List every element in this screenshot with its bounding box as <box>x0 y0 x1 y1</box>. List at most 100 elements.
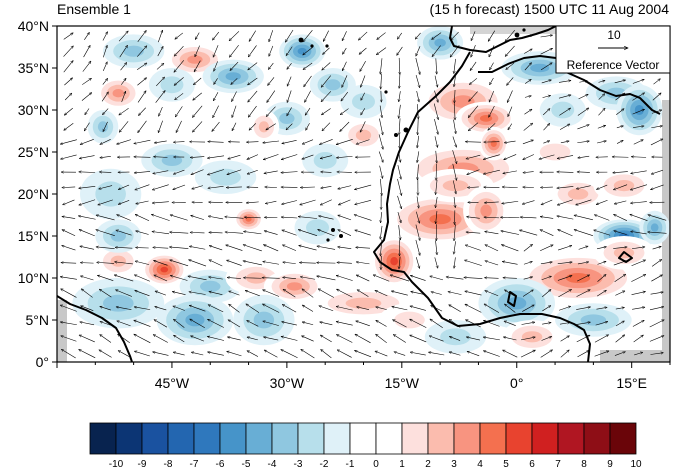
wind-arrow <box>597 141 606 144</box>
wind-arrow <box>60 305 77 312</box>
wind-arrow <box>243 231 262 235</box>
wind-arrow <box>521 337 535 341</box>
wind-arrow <box>354 215 372 221</box>
wind-arrow <box>542 289 551 298</box>
wind-arrow <box>650 292 664 295</box>
wind-arrow <box>355 199 372 204</box>
wind-arrow <box>614 200 627 204</box>
lat-tick-label: 25°N <box>18 144 49 160</box>
wind-arrow <box>360 75 366 88</box>
wind-arrow <box>99 350 112 358</box>
wind-arrow <box>466 154 481 159</box>
wind-arrow <box>634 352 643 356</box>
wind-arrow <box>227 337 241 341</box>
wind-arrow <box>558 95 571 99</box>
wind-arrow <box>595 322 608 326</box>
wind-arrow <box>173 306 185 311</box>
wind-arrow <box>118 200 130 204</box>
wind-arrow <box>282 277 296 278</box>
wind-arrow <box>340 121 350 132</box>
wind-arrow <box>560 141 569 144</box>
wind-arrow <box>169 247 189 249</box>
wind-arrow <box>102 45 107 58</box>
colorbar-bin <box>401 422 429 455</box>
anomaly-contour <box>539 143 571 161</box>
anomaly-contour <box>123 45 144 57</box>
wind-arrow <box>454 196 455 208</box>
wind-arrow <box>630 201 647 204</box>
wind-arrow <box>301 349 315 359</box>
wind-arrow <box>230 61 239 71</box>
wind-arrow <box>630 170 647 174</box>
wind-arrow <box>266 106 276 117</box>
wind-arrow <box>231 122 237 131</box>
anomaly-contour <box>279 112 295 124</box>
reference-vector-magnitude: 10 <box>607 28 621 42</box>
wind-arrow <box>194 60 201 72</box>
lat-tick-label: 5°N <box>26 312 50 328</box>
wind-arrow <box>560 350 570 358</box>
wind-arrow <box>410 275 426 281</box>
wind-arrow <box>192 105 203 118</box>
anomaly-contour <box>225 72 241 81</box>
wind-arrow <box>598 80 606 83</box>
wind-arrow <box>632 307 645 310</box>
wind-arrow <box>381 73 382 90</box>
wind-arrow <box>616 109 624 116</box>
wind-arrow <box>248 105 257 117</box>
wind-arrow <box>613 247 627 249</box>
anomaly-contour <box>97 121 109 133</box>
wind-arrow <box>302 305 314 312</box>
anomaly-contour <box>565 272 591 284</box>
wind-arrow <box>173 142 185 143</box>
wind-arrow <box>429 336 444 342</box>
anomaly-contour <box>187 55 203 64</box>
wind-arrow <box>135 261 150 265</box>
anomaly-contour <box>429 214 451 225</box>
wind-arrow <box>190 319 205 328</box>
wind-arrow <box>355 247 371 248</box>
wind-arrow <box>317 246 336 250</box>
wind-arrow <box>415 239 420 256</box>
wind-arrow <box>172 292 186 295</box>
wind-arrow <box>464 260 482 266</box>
colorbar-label: -4 <box>268 459 277 470</box>
wind-arrow <box>318 216 334 220</box>
wind-arrow <box>452 136 457 148</box>
wind-arrow <box>416 46 421 56</box>
anomaly-contour <box>200 280 221 292</box>
wind-arrow <box>227 277 241 278</box>
wind-arrow <box>577 350 590 358</box>
wind-arrow <box>435 196 438 208</box>
wind-arrow <box>243 245 262 252</box>
map-panel <box>57 26 670 362</box>
wind-arrow <box>542 323 551 325</box>
colorbar-bin <box>349 422 377 455</box>
wind-arrow <box>356 262 370 265</box>
wind-arrow <box>319 306 334 312</box>
wind-arrow <box>120 62 127 71</box>
wind-arrow <box>152 231 170 235</box>
wind-arrow <box>354 184 372 189</box>
wind-arrow <box>542 108 550 116</box>
wind-arrow <box>263 337 279 341</box>
wind-arrow <box>62 229 76 236</box>
wind-arrow <box>155 307 167 311</box>
wind-arrow <box>138 107 146 116</box>
wind-arrow <box>633 139 644 145</box>
wind-arrow <box>246 304 260 313</box>
missing-data-mask <box>470 26 560 34</box>
anomaly-contour <box>110 255 126 267</box>
wind-arrow <box>267 90 276 103</box>
wind-arrow <box>231 91 237 102</box>
lon-tick-label: 30°W <box>270 375 305 391</box>
wind-arrow <box>225 217 244 219</box>
wind-arrow <box>63 60 73 73</box>
colorbar-label: -10 <box>109 459 124 470</box>
wind-arrow <box>118 184 130 190</box>
wind-arrow <box>597 125 606 129</box>
wind-arrow <box>320 322 333 326</box>
wind-arrow <box>80 322 95 326</box>
wind-arrow <box>158 106 163 116</box>
wind-arrow <box>299 245 317 251</box>
